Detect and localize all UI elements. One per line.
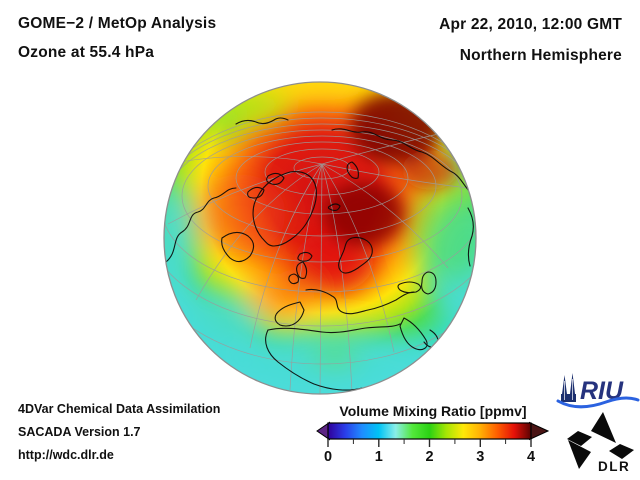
cathedral-icon [561,373,576,402]
colorbar-tick-0: 0 [324,449,332,465]
region-label: Northern Hemisphere [459,47,622,64]
credit-line-assimilation: 4DVar Chemical Data Assimilation [18,402,221,416]
graticule [164,111,476,394]
coastlines [165,117,474,391]
dlr-emblem-icon [567,412,634,469]
credit-line-url: http://wdc.dlr.de [18,448,114,462]
riu-wave-icon [556,396,640,409]
colorbar-tick-2: 2 [425,449,433,465]
colorbar-title: Volume Mixing Ratio [ppmv] [339,403,526,419]
page-title: GOME−2 / MetOp Analysis [18,15,217,32]
credit-line-version: SACADA Version 1.7 [18,425,141,439]
dlr-logo-text: DLR [598,459,630,474]
colorbar-tick-4: 4 [527,449,535,465]
colorbar-tick-1: 1 [375,449,383,465]
colorbar-tick-3: 3 [476,449,484,465]
page-subtitle: Ozone at 55.4 hPa [18,44,155,61]
datetime-label: Apr 22, 2010, 12:00 GMT [439,16,622,33]
globe-rim [163,81,477,395]
colorbar-ticks [327,439,532,447]
